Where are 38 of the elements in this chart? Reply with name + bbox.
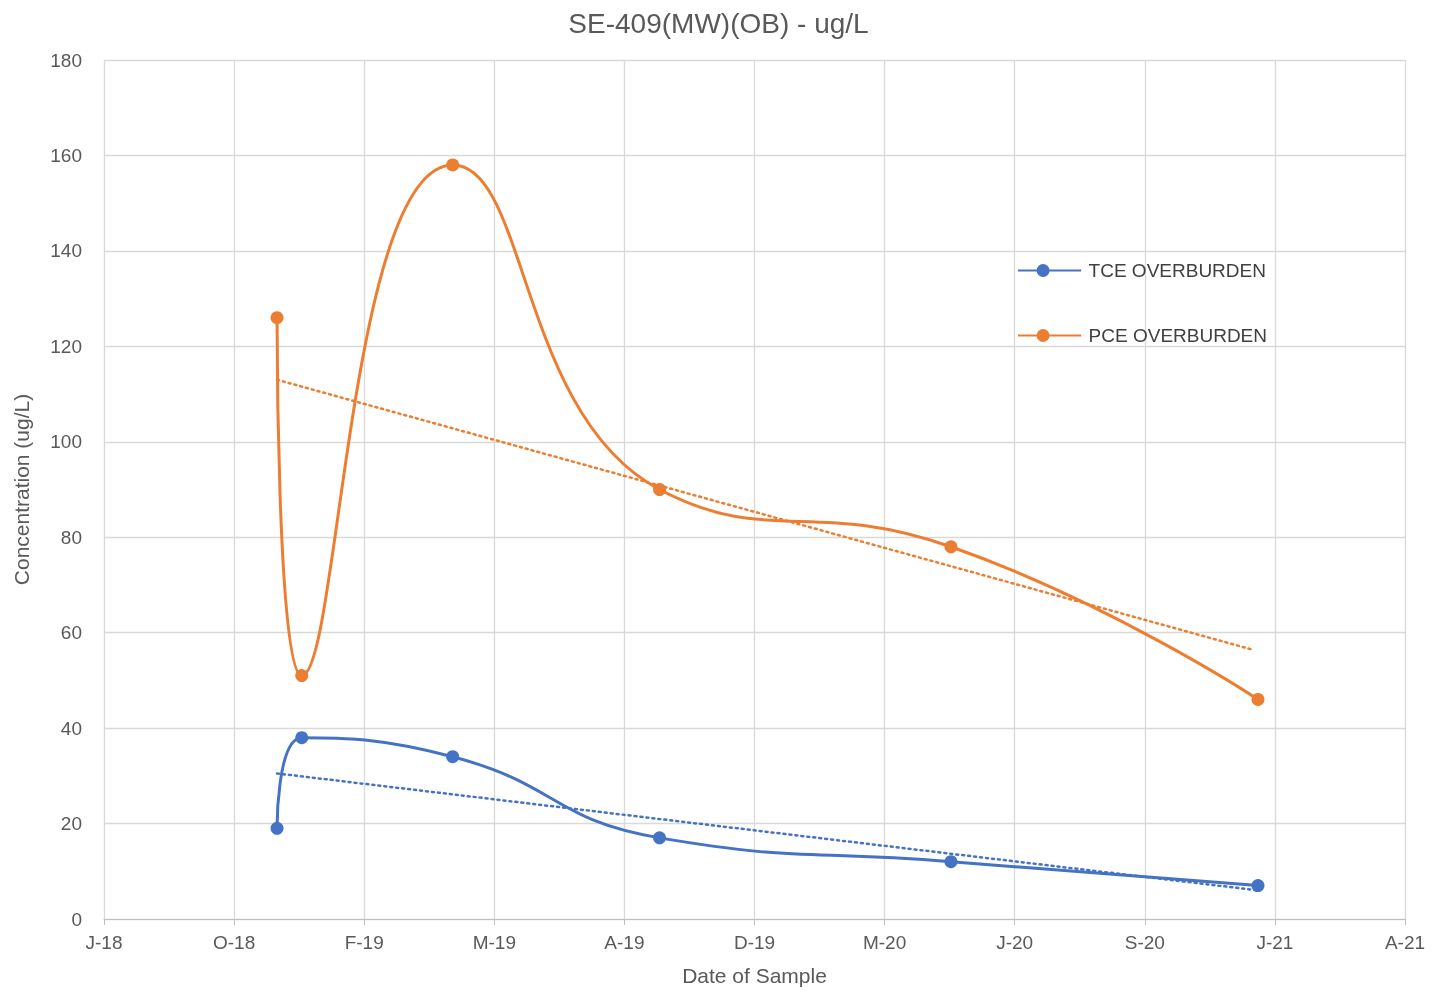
y-tick-label: 160: [50, 144, 82, 166]
point: [944, 855, 958, 869]
x-tick-label: A-21: [1384, 932, 1426, 953]
point: [1251, 879, 1265, 893]
y-tick-label: 180: [50, 49, 82, 71]
chart-title: SE-409(MW)(OB) - ug/L: [568, 7, 869, 39]
x-tick-label: M-19: [472, 932, 516, 953]
x-tick-label: A-19: [604, 932, 645, 953]
point: [446, 750, 460, 764]
y-tick-label: 120: [50, 335, 82, 357]
point: [653, 831, 667, 845]
legend-label: PCE OVERBURDEN: [1088, 325, 1267, 346]
x-tick-label: D-19: [733, 932, 776, 953]
x-tick-label: J-18: [85, 932, 123, 953]
y-tick-label: 20: [60, 813, 82, 835]
point: [295, 731, 309, 745]
point: [1251, 692, 1265, 706]
y-tick-label: 40: [60, 717, 82, 739]
x-tick-label: J-20: [996, 932, 1034, 953]
x-tick-label: J-21: [1256, 932, 1294, 953]
x-tick-label: F-19: [344, 932, 384, 953]
point: [446, 158, 460, 172]
point: [295, 669, 309, 683]
y-tick-label: 140: [50, 240, 82, 262]
y-tick-label: 100: [50, 431, 82, 453]
y-tick-label: 60: [60, 622, 82, 644]
y-tick-label: 0: [71, 908, 82, 930]
x-tick-label: S-20: [1124, 932, 1165, 953]
x-tick-label: M-20: [862, 932, 907, 953]
x-tick-label: O-18: [212, 932, 256, 953]
x-axis-title: Date of Sample: [682, 964, 827, 987]
point: [270, 821, 284, 835]
point: [653, 483, 667, 496]
y-axis-title: Concentration (ug/L): [10, 393, 33, 586]
legend-label: TCE OVERBURDEN: [1088, 260, 1266, 281]
point: [944, 540, 958, 554]
y-tick-label: 80: [60, 526, 82, 548]
point: [270, 311, 284, 325]
